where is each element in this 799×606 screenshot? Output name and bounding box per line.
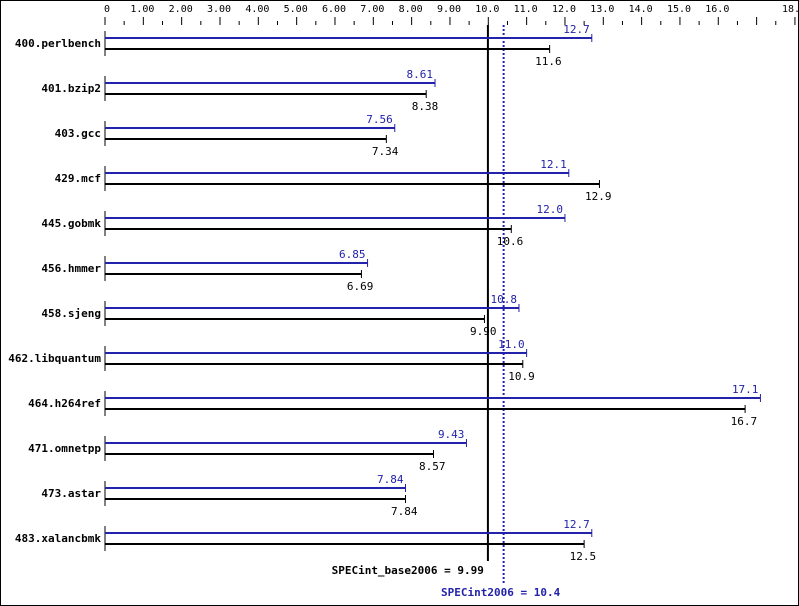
category-label: 445.gobmk [41,217,101,230]
base-value-label: 16.7 [731,415,758,428]
base-value-label: 12.9 [585,190,612,203]
tick-label: 8.00 [399,4,423,15]
tick-label: 4.00 [245,4,269,15]
peak-value-label: 11.0 [498,338,525,351]
peak-value-label: 10.8 [490,293,517,306]
base-value-label: 12.5 [570,550,597,563]
base-value-label: 7.84 [391,505,418,518]
category-label: 401.bzip2 [41,82,101,95]
tick-label: 7.00 [360,4,384,15]
category-label: 483.xalancbmk [15,532,101,545]
peak-value-label: 12.1 [540,158,567,171]
tick-label: 14.0 [629,4,653,15]
base-value-label: 6.69 [347,280,374,293]
tick-label: 6.00 [322,4,346,15]
tick-label: 15.0 [667,4,691,15]
category-label: 471.omnetpp [28,442,101,455]
base-value-label: 10.6 [497,235,524,248]
base-value-label: 8.38 [412,100,439,113]
peak-value-label: 6.85 [339,248,366,261]
category-label: 456.hmmer [41,262,101,275]
base-value-label: 9.90 [470,325,497,338]
category-label: 429.mcf [55,172,101,185]
tick-label: 18.0 [782,4,798,15]
tick-label: 10.0 [475,4,499,15]
tick-label: 5.00 [284,4,308,15]
peak-value-label: 12.0 [536,203,563,216]
peak-summary-label: SPECint2006 = 10.4 [441,586,561,599]
peak-value-label: 12.7 [563,518,590,531]
category-label: 462.libquantum [8,352,101,365]
tick-label: 13.0 [590,4,614,15]
category-label: 473.astar [41,487,101,500]
base-summary-label: SPECint_base2006 = 9.99 [332,564,484,577]
tick-label: 11.0 [514,4,538,15]
base-value-label: 8.57 [419,460,446,473]
peak-value-label: 7.84 [377,473,404,486]
base-value-label: 10.9 [508,370,535,383]
tick-label: 3.00 [207,4,231,15]
tick-label: 12.0 [552,4,576,15]
tick-label: 16.0 [705,4,729,15]
category-label: 400.perlbench [15,37,101,50]
peak-value-label: 8.61 [407,68,434,81]
peak-value-label: 9.43 [438,428,465,441]
category-label: 403.gcc [55,127,101,140]
peak-value-label: 17.1 [732,383,759,396]
category-label: 464.h264ref [28,397,101,410]
category-label: 458.sjeng [41,307,101,320]
tick-label: 1.00 [130,4,154,15]
tick-label: 9.00 [437,4,461,15]
peak-value-label: 7.56 [366,113,393,126]
base-value-label: 7.34 [372,145,399,158]
tick-label: 2.00 [169,4,193,15]
base-value-label: 11.6 [535,55,562,68]
peak-value-label: 12.7 [563,23,590,36]
tick-label: 0 [104,4,110,15]
